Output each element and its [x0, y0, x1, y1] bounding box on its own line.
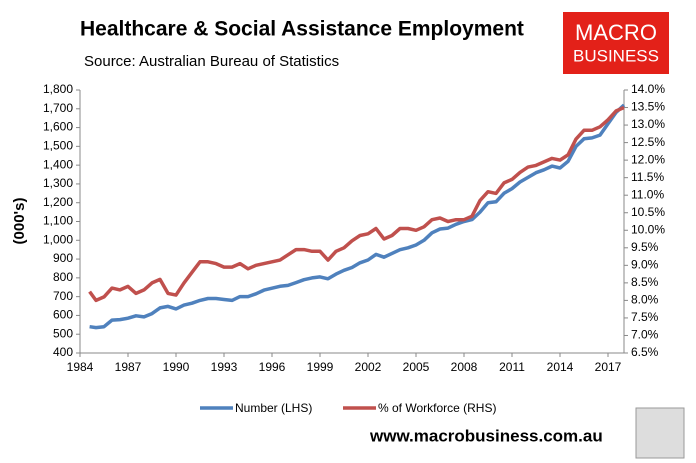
- y2-tick-label: 8.0%: [631, 293, 659, 307]
- y2-tick-label: 9.5%: [631, 240, 659, 254]
- x-tick-label: 2008: [451, 360, 478, 374]
- footer-url: www.macrobusiness.com.au: [369, 426, 603, 445]
- y-tick-label: 1,600: [43, 120, 73, 134]
- y2-tick-label: 11.5%: [631, 170, 664, 184]
- y-axis-label: (000's): [11, 198, 28, 245]
- legend-label: Number (LHS): [235, 401, 312, 415]
- y-tick-label: 400: [53, 345, 73, 359]
- y2-tick-label: 9.0%: [631, 258, 659, 272]
- legend-label: % of Workforce (RHS): [378, 401, 496, 415]
- y2-tick-label: 12.0%: [631, 152, 665, 166]
- x-tick-label: 1999: [307, 360, 334, 374]
- y-tick-label: 1,800: [43, 82, 73, 96]
- logo-text: MACRO: [575, 20, 657, 45]
- x-tick-label: 2002: [355, 360, 382, 374]
- x-tick-label: 2005: [403, 360, 430, 374]
- y-tick-label: 1,700: [43, 101, 73, 115]
- y2-tick-label: 12.5%: [631, 135, 665, 149]
- wolf-icon: [635, 407, 685, 459]
- x-tick-label: 1996: [259, 360, 286, 374]
- x-tick-label: 2017: [595, 360, 622, 374]
- chart-title: Healthcare & Social Assistance Employmen…: [80, 18, 524, 41]
- y2-tick-label: 11.0%: [631, 187, 664, 201]
- x-tick-label: 2011: [499, 360, 525, 374]
- y2-tick-label: 7.0%: [631, 328, 659, 342]
- y-tick-label: 1,300: [43, 176, 73, 190]
- y2-tick-label: 6.5%: [631, 345, 659, 359]
- y-tick-label: 1,200: [43, 195, 73, 209]
- logo-box: [563, 12, 669, 74]
- x-tick-label: 1990: [163, 360, 190, 374]
- y2-tick-label: 13.5%: [631, 100, 665, 114]
- y-tick-label: 500: [53, 326, 73, 340]
- y-tick-label: 900: [53, 251, 73, 265]
- chart-subtitle: Source: Australian Bureau of Statistics: [84, 53, 339, 70]
- y-tick-label: 600: [53, 308, 73, 322]
- x-tick-label: 1987: [115, 360, 142, 374]
- y-tick-label: 800: [53, 270, 73, 284]
- x-tick-label: 2014: [547, 360, 574, 374]
- x-tick-label: 1993: [211, 360, 238, 374]
- data-line: [88, 105, 625, 303]
- x-tick-label: 1984: [67, 360, 94, 374]
- y-tick-label: 1,000: [43, 232, 73, 246]
- y2-tick-label: 10.5%: [631, 205, 665, 219]
- y2-tick-label: 7.5%: [631, 310, 659, 324]
- y-tick-label: 1,400: [43, 157, 73, 171]
- data-line: [89, 103, 626, 330]
- y-tick-label: 700: [53, 289, 73, 303]
- y-tick-label: 1,100: [43, 214, 73, 228]
- y-tick-label: 1,500: [43, 139, 73, 153]
- y2-tick-label: 14.0%: [631, 82, 665, 96]
- y2-tick-label: 13.0%: [631, 117, 665, 131]
- y2-tick-label: 8.5%: [631, 275, 659, 289]
- logo-text: BUSINESS: [573, 46, 659, 65]
- y2-tick-label: 10.0%: [631, 222, 665, 236]
